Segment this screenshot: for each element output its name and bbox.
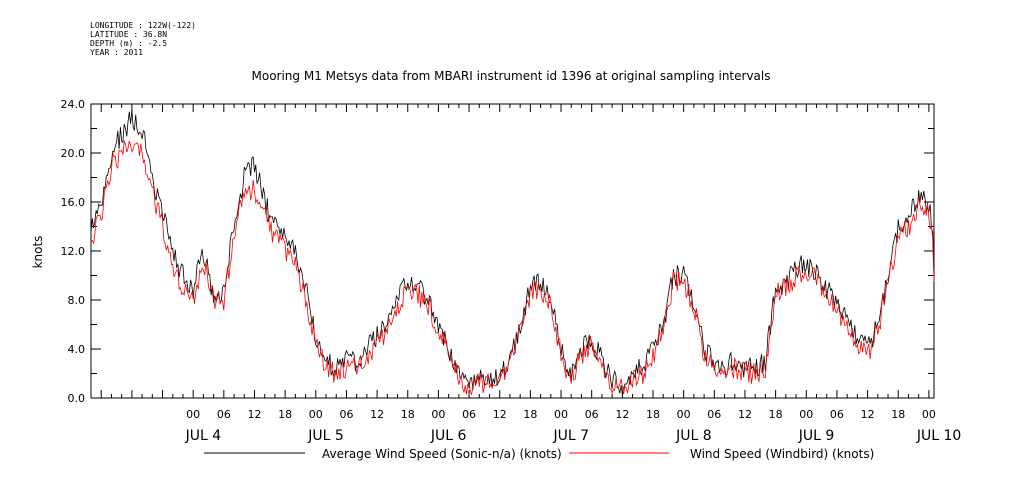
x-day-label: JUL 5 xyxy=(307,428,344,444)
x-hour-label: 00 xyxy=(186,408,200,421)
y-tick-label: 12.0 xyxy=(61,245,86,258)
x-hour-label: 18 xyxy=(646,408,660,421)
y-tick-label: 16.0 xyxy=(61,196,86,209)
x-hour-label: 00 xyxy=(554,408,568,421)
longitude-label: LONGITUDE : 122W(-122) xyxy=(90,21,196,30)
y-tick-label: 8.0 xyxy=(68,294,86,307)
year-label: YEAR : 2011 xyxy=(90,48,143,57)
x-hour-label: 18 xyxy=(769,408,783,421)
x-hour-label: 18 xyxy=(278,408,292,421)
y-tick-label: 0.0 xyxy=(68,392,86,405)
x-hour-label: 18 xyxy=(891,408,905,421)
x-day-label: JUL 9 xyxy=(798,428,835,444)
legend-label: Average Wind Speed (Sonic-n/a) (knots) xyxy=(322,447,562,461)
x-hour-label: 12 xyxy=(247,408,261,421)
x-hour-label: 12 xyxy=(738,408,752,421)
x-day-label: JUL 8 xyxy=(675,428,712,444)
x-hour-label: 12 xyxy=(615,408,629,421)
x-hour-label: 18 xyxy=(523,408,537,421)
y-tick-label: 24.0 xyxy=(61,98,86,111)
x-hour-label: 18 xyxy=(401,408,415,421)
x-hour-label: 06 xyxy=(339,408,353,421)
series-line-windbird xyxy=(90,139,935,396)
x-day-label: JUL 10 xyxy=(916,428,961,444)
series-line-sonic xyxy=(90,110,935,395)
x-hour-label: 00 xyxy=(677,408,691,421)
latitude-label: LATITUDE : 36.8N xyxy=(90,30,168,39)
x-hour-label: 00 xyxy=(309,408,323,421)
x-day-label: JUL 4 xyxy=(185,428,222,444)
x-hour-label: 00 xyxy=(431,408,445,421)
legend-label: Wind Speed (Windbird) (knots) xyxy=(690,447,874,461)
x-hour-label: 06 xyxy=(585,408,599,421)
x-hour-label: 00 xyxy=(922,408,936,421)
plot-frame xyxy=(90,103,935,399)
x-hour-label: 06 xyxy=(707,408,721,421)
x-day-label: JUL 6 xyxy=(430,428,467,444)
metadata-block: LONGITUDE : 122W(-122) LATITUDE : 36.8N … xyxy=(90,21,196,57)
y-tick-label: 4.0 xyxy=(68,343,86,356)
x-hour-label: 00 xyxy=(799,408,813,421)
legend: Average Wind Speed (Sonic-n/a) (knots) Wi… xyxy=(204,447,874,461)
y-tick-label: 20.0 xyxy=(61,147,86,160)
x-hour-label: 12 xyxy=(493,408,507,421)
x-hour-label: 06 xyxy=(217,408,231,421)
axis-ticks: 0.0 4.0 8.0 12.0 16.0 20.0 24.0 00 06 12 18 00 06 12 1… xyxy=(61,98,962,444)
depth-label: DEPTH (m) : -2.5 xyxy=(90,39,168,48)
x-hour-label: 06 xyxy=(462,408,476,421)
x-day-label: JUL 7 xyxy=(552,428,589,444)
chart-title: Mooring M1 Metsys data from MBARI instru… xyxy=(252,69,771,83)
x-hour-label: 12 xyxy=(861,408,875,421)
x-hour-label: 12 xyxy=(370,408,384,421)
x-hour-label: 06 xyxy=(830,408,844,421)
y-axis-label: knots xyxy=(31,236,45,269)
series-layer xyxy=(90,110,935,396)
